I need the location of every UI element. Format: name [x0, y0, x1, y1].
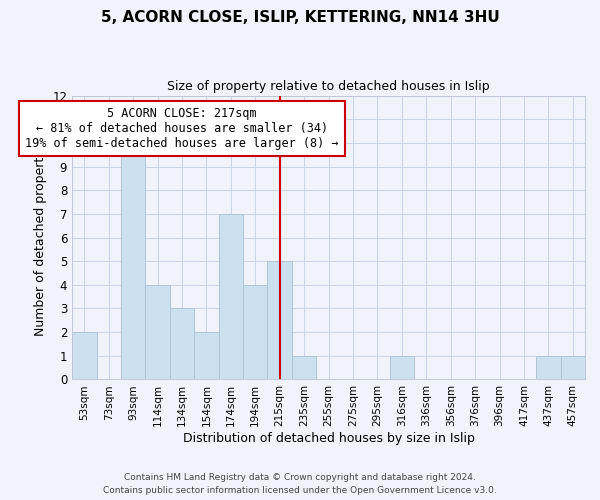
Text: Contains HM Land Registry data © Crown copyright and database right 2024.
Contai: Contains HM Land Registry data © Crown c…	[103, 474, 497, 495]
Bar	[194, 332, 218, 380]
Bar	[218, 214, 243, 380]
Text: 5 ACORN CLOSE: 217sqm
← 81% of detached houses are smaller (34)
19% of semi-deta: 5 ACORN CLOSE: 217sqm ← 81% of detached …	[25, 108, 339, 150]
Bar	[536, 356, 560, 380]
Bar	[72, 332, 97, 380]
Bar	[292, 356, 316, 380]
Bar	[243, 285, 268, 380]
Bar	[121, 143, 145, 380]
Bar	[170, 308, 194, 380]
Bar	[145, 285, 170, 380]
Y-axis label: Number of detached properties: Number of detached properties	[34, 139, 47, 336]
Bar	[268, 261, 292, 380]
X-axis label: Distribution of detached houses by size in Islip: Distribution of detached houses by size …	[182, 432, 475, 445]
Title: Size of property relative to detached houses in Islip: Size of property relative to detached ho…	[167, 80, 490, 93]
Bar	[560, 356, 585, 380]
Text: 5, ACORN CLOSE, ISLIP, KETTERING, NN14 3HU: 5, ACORN CLOSE, ISLIP, KETTERING, NN14 3…	[101, 10, 499, 25]
Bar	[389, 356, 414, 380]
